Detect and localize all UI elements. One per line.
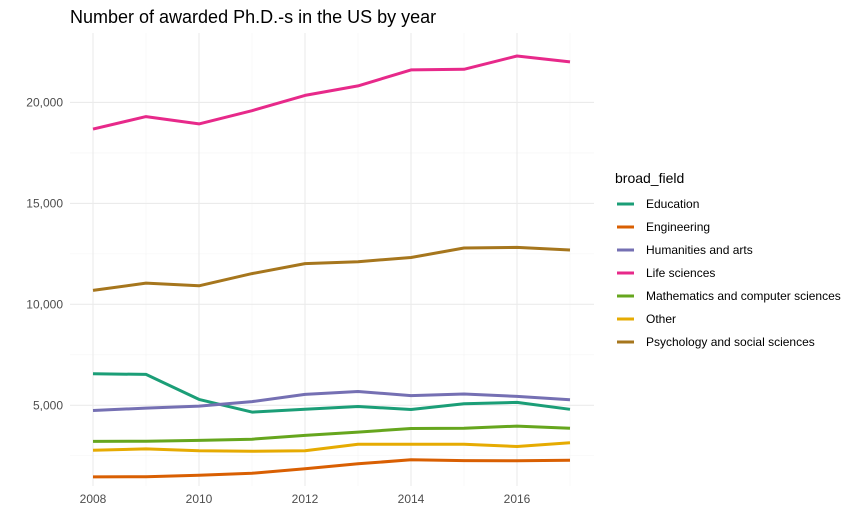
x-axis-tick-labels: 2008 2010 2012 2014 2016 [80,492,531,506]
x-tick-label: 2016 [504,492,531,506]
x-tick-label: 2012 [292,492,319,506]
legend-label-psychology-and-social-sciences: Psychology and social sciences [646,335,815,349]
major-gridlines [70,33,594,486]
series-line-education [92,372,571,414]
y-axis-tick-labels: 5,000 10,000 15,000 20,000 [26,95,63,412]
legend-items: Education Engineering Humanities and arts L… [617,197,841,349]
series-line-humanities-and-arts [92,390,571,412]
legend-label-engineering: Engineering [646,220,710,234]
legend-label-humanities-and-arts: Humanities and arts [646,243,753,257]
legend: broad_field Education Engineering Humaniti… [615,170,841,349]
legend-label-mathematics-and-computer-sciences: Mathematics and computer sciences [646,289,841,303]
chart-title: Number of awarded Ph.D.-s in the US by y… [70,7,436,27]
series-line-psychology-and-social-sciences [92,245,571,292]
x-tick-label: 2014 [398,492,425,506]
legend-title: broad_field [615,170,684,186]
legend-label-other: Other [646,312,676,326]
x-tick-label: 2008 [80,492,107,506]
series-line-mathematics-and-computer-sciences [92,424,571,443]
x-tick-label: 2010 [186,492,213,506]
minor-gridlines [70,33,594,486]
series-line-life-sciences [92,54,571,131]
series-line-engineering [92,458,571,479]
y-tick-label: 10,000 [26,297,63,311]
series-lines [92,54,571,479]
y-tick-label: 5,000 [33,398,63,412]
series-line-other [92,441,571,453]
y-tick-label: 20,000 [26,95,63,109]
y-tick-label: 15,000 [26,196,63,210]
legend-label-life-sciences: Life sciences [646,266,715,280]
legend-label-education: Education [646,197,699,211]
